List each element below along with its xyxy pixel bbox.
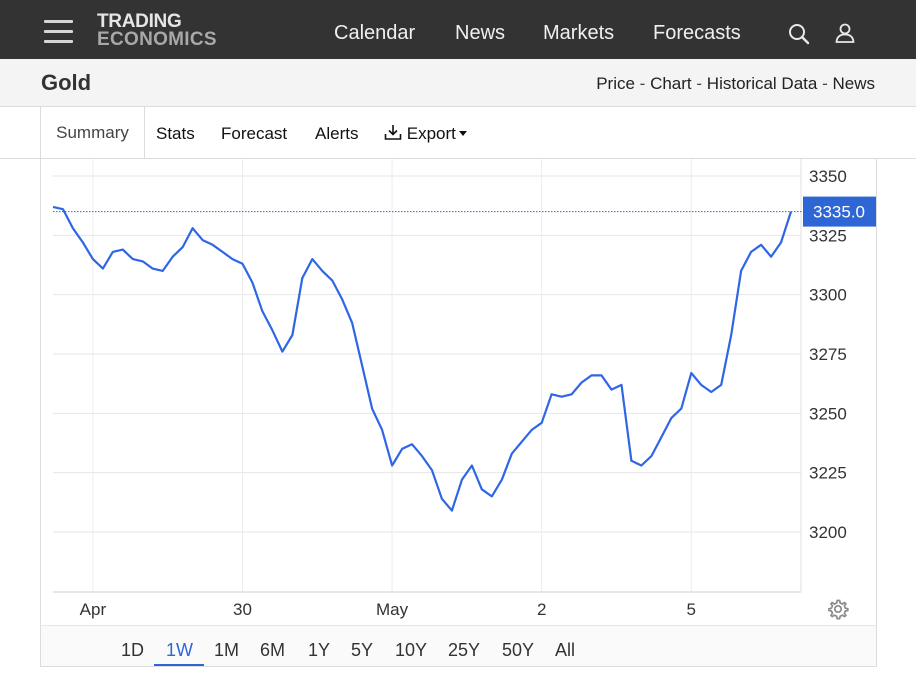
price-chart[interactable]: 3200 3225 3250 3275 3300 3325 3350 Apr 30 May 2 5 3… [40, 159, 877, 625]
y-tick-label: 3200 [809, 523, 847, 542]
y-tick-label: 3300 [809, 286, 847, 305]
chart-svg[interactable]: 3200 3225 3250 3275 3300 3325 3350 Apr 30 May 2 5 3… [41, 159, 876, 625]
search-icon[interactable] [788, 23, 810, 45]
tabs-row: Summary Stats Forecast Alerts Export [0, 107, 916, 159]
caret-down-icon [458, 131, 467, 136]
y-tick-label: 3325 [809, 226, 847, 245]
range-10y[interactable]: 10Y [395, 640, 428, 660]
y-tick-label: 3225 [809, 464, 847, 483]
nav-news[interactable]: News [455, 22, 506, 44]
page-title: Gold [41, 70, 92, 95]
tab-forecast[interactable]: Forecast [221, 124, 288, 143]
nav-markets[interactable]: Markets [543, 22, 615, 44]
marker-layer: 3335.0 [53, 196, 876, 227]
y-tick-label: 3250 [809, 404, 847, 423]
logo-line-1: TRADING [97, 11, 182, 32]
x-tick-label: 2 [537, 600, 546, 619]
logo[interactable]: TRADING ECONOMICS [97, 11, 217, 50]
range-selector: 1D 1W 1M 6M 1Y 5Y 10Y 25Y 50Y All [40, 625, 877, 667]
breadcrumb-links: Price - Chart - Historical Data - News [596, 74, 875, 94]
sub-header: Gold Price - Chart - Historical Data - N… [0, 59, 916, 107]
range-1d[interactable]: 1D [121, 640, 145, 660]
user-icon[interactable] [834, 22, 856, 44]
series-layer [52, 205, 793, 512]
y-tick-label: 3275 [809, 345, 847, 364]
range-1y[interactable]: 1Y [308, 640, 331, 660]
range-25y[interactable]: 25Y [448, 640, 481, 660]
x-tick-label: 30 [233, 600, 252, 619]
x-tick-label: Apr [80, 600, 107, 619]
range-6m[interactable]: 6M [260, 640, 286, 660]
tab-alerts[interactable]: Alerts [315, 124, 359, 143]
range-selected-underline [154, 664, 204, 666]
link-price[interactable]: Price [596, 74, 635, 93]
export-label: Export [406, 124, 456, 143]
link-historical-data[interactable]: Historical Data [706, 74, 818, 93]
menu-icon[interactable] [44, 19, 73, 43]
top-navigation-bar: TRADING ECONOMICS Calendar News Markets … [0, 0, 916, 59]
price-line [52, 205, 793, 512]
y-tick-label: 3350 [809, 167, 847, 186]
axis-layer: 3200 3225 3250 3275 3300 3325 3350 Apr 30 May 2 5 [53, 159, 847, 619]
link-chart[interactable]: Chart [650, 74, 692, 93]
range-1w[interactable]: 1W [166, 640, 193, 660]
grid-layer [53, 159, 801, 592]
tab-stats[interactable]: Stats [156, 124, 195, 143]
nav-forecasts[interactable]: Forecasts [653, 22, 741, 44]
x-tick-label: May [376, 600, 409, 619]
current-price-label: 3335.0 [813, 203, 865, 222]
gear-icon[interactable] [827, 598, 849, 620]
range-1m[interactable]: 1M [214, 640, 240, 660]
current-price-badge [803, 196, 876, 227]
download-icon [384, 125, 402, 140]
range-5y[interactable]: 5Y [351, 640, 374, 660]
separator: - [696, 74, 703, 93]
tab-export[interactable]: Export [384, 124, 467, 144]
link-news[interactable]: News [832, 74, 875, 93]
tab-summary[interactable]: Summary [40, 107, 145, 158]
x-tick-label: 5 [687, 600, 696, 619]
separator: - [822, 74, 828, 93]
range-all[interactable]: All [555, 640, 576, 660]
range-50y[interactable]: 50Y [502, 640, 535, 660]
nav-calendar[interactable]: Calendar [334, 22, 416, 44]
separator: - [639, 74, 646, 93]
logo-line-2: ECONOMICS [97, 29, 217, 50]
